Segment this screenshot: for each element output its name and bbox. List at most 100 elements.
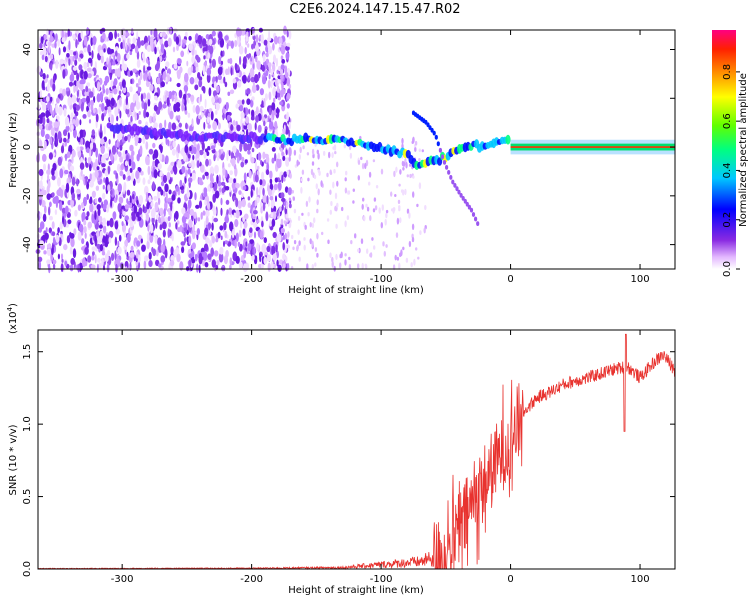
spectrogram-dot: [100, 102, 105, 113]
spectrogram-dot: [130, 78, 133, 84]
spectrogram-dot: [291, 234, 294, 240]
spectrogram-dot: [62, 69, 66, 79]
spectrogram-dot: [110, 152, 114, 161]
spectrogram-dot: [116, 177, 119, 185]
spectrogram-dot: [60, 263, 64, 273]
spectrogram-dot: [72, 128, 77, 139]
spectrogram-dot: [250, 76, 256, 83]
spectrogram-dot: [101, 163, 106, 168]
spectrogram-dot: [183, 231, 186, 238]
spectrogram-dot: [192, 224, 195, 232]
spectrogram-dot: [267, 262, 271, 272]
spectrogram-dot: [409, 173, 412, 179]
spectrogram-dot: [118, 234, 122, 242]
spectrogram-dot: [147, 165, 151, 176]
spectrogram-dot: [66, 138, 70, 144]
spectrogram-dot: [78, 82, 82, 90]
spectrogram-dot: [80, 137, 84, 145]
spectrogram-dot: [246, 98, 251, 105]
spectrogram-dot: [65, 87, 70, 92]
spectrogram-dot: [244, 213, 249, 220]
spectrogram-dot: [380, 168, 384, 175]
spectrogram-dot: [128, 158, 132, 167]
spectrogram-dot: [206, 238, 209, 244]
spectrogram-dot: [130, 43, 136, 50]
spectrogram-dot: [124, 260, 129, 269]
spectrogram-dot: [129, 252, 135, 258]
spectrogram-dot: [408, 240, 412, 248]
spectrogram-dot: [286, 213, 289, 219]
spectrogram-dot: [282, 263, 286, 269]
spectrogram-dot: [263, 256, 268, 265]
spectrogram-dot: [288, 203, 292, 209]
spectrogram-dot: [147, 99, 151, 107]
spectrogram-dot: [108, 236, 112, 244]
spectrogram-dot: [288, 121, 291, 130]
spectrogram-dot: [336, 161, 339, 168]
spectrogram-dot: [206, 116, 210, 124]
spectrogram-dot: [51, 175, 56, 181]
spectrogram-dot: [207, 146, 211, 151]
spectrogram-dot: [184, 110, 188, 115]
spectrogram-dot: [64, 169, 69, 175]
spectrogram-dot: [286, 111, 289, 122]
spectrogram-dot: [402, 167, 405, 171]
spectrogram-dot: [98, 197, 102, 203]
spectrogram-dot: [201, 142, 205, 151]
spectrogram-dot: [175, 185, 180, 192]
spectrogram-dot: [140, 170, 144, 176]
spectrogram-dot: [159, 170, 163, 177]
spectrogram-dot: [255, 106, 259, 115]
spectrogram-dot: [309, 222, 312, 228]
spectrogram-dot: [253, 231, 257, 239]
spectrogram-dot: [162, 174, 168, 184]
spectrogram-dot: [247, 202, 251, 208]
spectrogram-dot: [127, 175, 131, 181]
spectrogram-dot: [329, 169, 332, 175]
spectrogram-dot: [187, 177, 193, 184]
spectrogram-dot: [102, 192, 106, 200]
spectrogram-dot: [267, 62, 272, 68]
spectrogram-dot: [87, 57, 93, 64]
spectrogram-dot: [150, 208, 156, 219]
spectrogram-dot: [283, 176, 286, 182]
spectrogram-dot: [280, 218, 284, 225]
spectrogram-dot: [46, 193, 51, 201]
colorbar-tick-label: 0.6: [722, 113, 733, 129]
spectrogram-dot: [145, 141, 149, 150]
spectrogram-dot: [234, 239, 237, 249]
spectrogram-dot: [344, 220, 347, 228]
spectrogram-dot: [206, 67, 212, 76]
spectrogram-dot: [41, 103, 47, 111]
spectrogram-dot: [154, 63, 160, 72]
spectrogram-dot: [166, 68, 172, 75]
spectrogram-dot: [111, 69, 116, 74]
spectrogram-dot: [222, 112, 225, 121]
spectrogram-dot: [129, 195, 132, 204]
spectrogram-dot: [260, 206, 263, 214]
spectrogram-dot: [68, 81, 74, 87]
spectrogram-dot: [109, 217, 114, 228]
branch-blob: [471, 212, 476, 217]
spectrogram-dot: [145, 111, 150, 118]
spectrogram-dot: [69, 74, 75, 82]
spectrogram-dot: [317, 152, 320, 160]
top-x-tick-label: 100: [630, 274, 649, 285]
spectrogram-dot: [171, 194, 176, 201]
spectrogram-dots: [35, 25, 427, 274]
spectrogram-dot: [52, 263, 56, 269]
spectrogram-dot: [247, 150, 251, 155]
spectrogram-dot: [119, 156, 123, 163]
spectrogram-dot: [220, 148, 224, 153]
spectrogram-dot: [282, 253, 286, 261]
spectrogram-dot: [208, 240, 213, 248]
spectrogram-dot: [42, 116, 46, 126]
spectrogram-dot: [72, 55, 75, 62]
spectrogram-dot: [213, 217, 219, 223]
spectrogram-dot: [168, 189, 172, 195]
spectrogram-dot: [286, 169, 289, 176]
spectrogram-dot: [108, 139, 111, 145]
spectrogram-dot: [297, 215, 301, 221]
spectrogram-dot: [185, 122, 188, 130]
spectrogram-dot: [341, 206, 344, 212]
